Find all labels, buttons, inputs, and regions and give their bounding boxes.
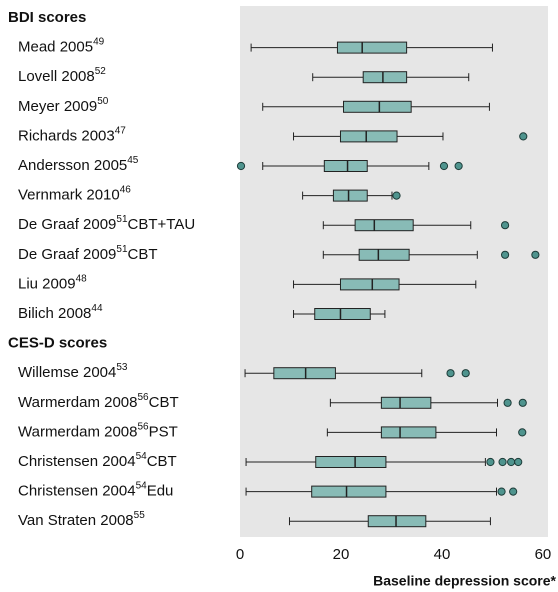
row-label: De Graaf 200951CBT+TAU xyxy=(18,214,195,233)
label-ref: 54 xyxy=(136,480,148,491)
box xyxy=(314,308,371,320)
row-label: Mead 200549 xyxy=(18,36,105,55)
box xyxy=(336,41,408,54)
box xyxy=(339,278,400,291)
label-ref: 56 xyxy=(138,391,150,402)
outlier xyxy=(519,132,528,141)
label-name: De Graaf 2009 xyxy=(18,216,116,233)
outlier xyxy=(461,369,470,378)
outlier xyxy=(514,457,523,467)
x-axis-title: Baseline depression score* xyxy=(373,573,556,589)
x-tick-label: 40 xyxy=(434,546,451,563)
row-label: Liu 200948 xyxy=(18,273,87,292)
outlier xyxy=(497,487,506,496)
plot-background xyxy=(240,6,548,537)
outlier xyxy=(531,250,540,259)
label-ref: 50 xyxy=(97,95,109,106)
outlier xyxy=(500,250,510,259)
label-ref: 46 xyxy=(120,184,132,195)
box xyxy=(339,130,398,143)
box xyxy=(343,100,412,113)
row-label: Vernmark 201046 xyxy=(18,184,131,203)
label-name: Christensen 2004 xyxy=(18,453,136,470)
group-title: CES-D scores xyxy=(8,335,107,352)
label-ref: 56 xyxy=(138,421,150,432)
row-label: Warmerdam 200856CBT xyxy=(18,391,179,410)
box xyxy=(380,426,437,439)
label-ref: 49 xyxy=(93,36,105,47)
group-title: BDI scores xyxy=(8,9,86,26)
outlier xyxy=(236,161,246,171)
x-tick-label: 20 xyxy=(333,546,350,563)
outlier xyxy=(439,161,449,171)
row-label: Van Straten 200855 xyxy=(18,510,145,529)
label-name: Warmerdam 2008 xyxy=(18,423,138,440)
label-name: Meyer 2009 xyxy=(18,98,97,115)
box xyxy=(311,485,387,498)
box xyxy=(273,367,336,380)
label-name: Mead 2005 xyxy=(18,39,93,56)
label-name: Andersson 2005 xyxy=(18,157,127,174)
label-name: Richards 2003 xyxy=(18,127,115,144)
label-name: Bilich 2008 xyxy=(18,305,91,322)
outlier xyxy=(498,457,507,467)
outlier xyxy=(500,221,510,230)
label-ref: 51 xyxy=(116,214,128,225)
label-suffix: PST xyxy=(149,423,178,440)
label-suffix: CBT xyxy=(149,394,179,411)
label-name: Lovell 2008 xyxy=(18,68,95,85)
label-suffix: Edu xyxy=(147,483,174,500)
box xyxy=(332,189,368,202)
label-ref: 51 xyxy=(116,243,128,254)
box xyxy=(315,456,387,468)
box xyxy=(367,515,427,528)
label-name: Vernmark 2010 xyxy=(18,187,120,204)
label-ref: 53 xyxy=(116,362,128,373)
label-name: De Graaf 2009 xyxy=(18,246,116,263)
label-name: Christensen 2004 xyxy=(18,483,136,500)
outlier xyxy=(503,398,512,407)
box xyxy=(323,160,368,172)
outlier xyxy=(507,457,516,467)
outlier xyxy=(392,191,401,200)
label-name: Warmerdam 2008 xyxy=(18,394,138,411)
box xyxy=(362,71,408,84)
row-label: Richards 200347 xyxy=(18,125,126,144)
row-label: De Graaf 200951CBT xyxy=(18,243,158,262)
outlier xyxy=(454,161,463,171)
outlier xyxy=(486,457,495,467)
outlier xyxy=(509,487,518,496)
label-suffix: CBT xyxy=(128,246,158,263)
box xyxy=(354,219,414,232)
row-label: Bilich 200844 xyxy=(18,303,103,322)
label-name: Liu 2009 xyxy=(18,275,76,292)
label-ref: 45 xyxy=(127,155,139,166)
label-name: Van Straten 2008 xyxy=(18,512,134,529)
label-ref: 47 xyxy=(115,125,127,136)
label-ref: 54 xyxy=(136,451,148,462)
row-label: Christensen 200454Edu xyxy=(18,480,173,499)
label-ref: 55 xyxy=(134,510,146,521)
row-label: Willemse 200453 xyxy=(18,362,128,381)
outlier xyxy=(446,369,455,378)
label-ref: 44 xyxy=(91,303,103,314)
row-label: Andersson 200545 xyxy=(18,155,139,174)
x-tick-label: 0 xyxy=(236,546,244,563)
row-label: Christensen 200454CBT xyxy=(18,451,177,470)
label-suffix: CBT+TAU xyxy=(128,216,196,233)
label-ref: 52 xyxy=(95,66,107,77)
box xyxy=(380,396,432,409)
box xyxy=(358,248,410,261)
label-name: Willemse 2004 xyxy=(18,364,116,381)
outlier xyxy=(518,398,527,407)
label-ref: 48 xyxy=(76,273,88,284)
x-tick-label: 60 xyxy=(535,546,552,563)
outlier xyxy=(518,428,527,437)
row-label: Warmerdam 200856PST xyxy=(18,421,178,440)
row-label: Meyer 200950 xyxy=(18,95,109,114)
label-suffix: CBT xyxy=(147,453,177,470)
row-label: Lovell 200852 xyxy=(18,66,106,85)
